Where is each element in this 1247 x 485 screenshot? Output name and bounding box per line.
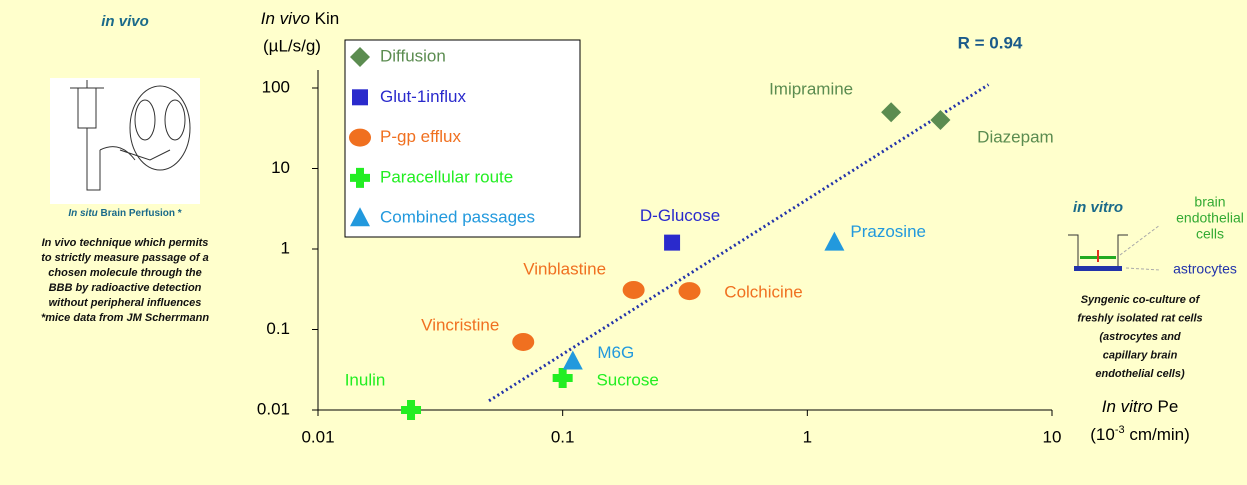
marker (352, 89, 368, 105)
marker (512, 333, 534, 351)
legend-label: P-gp efflux (380, 127, 461, 146)
perfusion-sketch (50, 78, 200, 204)
x-tick-label: 0.01 (301, 427, 334, 446)
left-caption: In situ Brain Perfusion * (68, 208, 181, 219)
description-line: Syngenic co-culture of (1081, 294, 1201, 306)
right-heading: in vitro (1073, 199, 1123, 216)
description-line: capillary brain (1103, 349, 1178, 361)
marker (664, 235, 680, 251)
legend-label: Paracellular route (380, 167, 513, 186)
cell-label: brain (1194, 194, 1225, 210)
point-label: M6G (597, 343, 634, 362)
point-label: Vincristine (421, 315, 499, 334)
y-unit: (µL/s/g) (263, 36, 321, 55)
x-axis-label: In vitro Pe (1102, 397, 1179, 416)
marker (349, 129, 371, 147)
x-tick-label: 1 (803, 427, 812, 446)
point-label: D-Glucose (640, 206, 720, 225)
legend-label: Diffusion (380, 46, 446, 65)
description-line: *mice data from JM Scherrmann (41, 312, 209, 324)
point-label: Colchicine (724, 283, 802, 302)
description-line: without peripheral influences (49, 297, 202, 309)
x-label-italic: In vitro (1102, 397, 1153, 416)
description-line: endothelial cells) (1095, 368, 1185, 380)
description-line: In vivo technique which permits (42, 237, 209, 249)
point-label: Vinblastine (523, 259, 606, 278)
y-label: Kin (315, 9, 340, 28)
left-heading: in vivo (101, 13, 149, 30)
x-tick-label: 10 (1043, 427, 1062, 446)
y-tick-label: 10 (271, 158, 290, 177)
description-line: chosen molecule through the (48, 267, 201, 279)
y-tick-label: 1 (281, 238, 290, 257)
x-unit: (10-3 cm/min) (1090, 424, 1190, 445)
x-tick-label: 0.1 (551, 427, 575, 446)
y-tick-label: 0.01 (257, 399, 290, 418)
y-tick-label: 0.1 (266, 319, 290, 338)
x-unit-exp: -3 (1115, 424, 1125, 436)
description-line: BBB by radioactive detection (49, 282, 202, 294)
marker (679, 282, 701, 300)
caption-text: Brain Perfusion * (98, 208, 182, 219)
legend-label: Glut-1influx (380, 87, 466, 106)
x-unit-base: (10 (1090, 425, 1115, 444)
cell-label: endothelial (1176, 210, 1244, 226)
chart: in vivo In situ Brain Perfusion * in vit… (0, 0, 1247, 485)
point-label: Imipramine (769, 80, 853, 99)
description-line: to strictly measure passage of a (41, 252, 209, 264)
y-axis-label: In vivo Kin (261, 9, 339, 28)
y-label-italic: In vivo (261, 9, 310, 28)
description-line: (astrocytes and (1099, 331, 1181, 343)
astro-label: astrocytes (1173, 261, 1237, 277)
description-line: freshly isolated rat cells (1077, 312, 1202, 324)
point-label: Inulin (345, 370, 386, 389)
point-label: Sucrose (596, 370, 658, 389)
marker (623, 281, 645, 299)
point-label: Prazosine (850, 222, 926, 241)
cell-label: cells (1196, 226, 1224, 242)
fit-label: R = 0.94 (958, 33, 1023, 52)
point-label: Diazepam (977, 128, 1054, 147)
legend-label: Combined passages (380, 208, 535, 227)
x-unit-rest: cm/min) (1125, 425, 1190, 444)
caption-italic: In situ (68, 208, 97, 219)
y-tick-label: 100 (262, 77, 290, 96)
x-label: Pe (1157, 397, 1178, 416)
